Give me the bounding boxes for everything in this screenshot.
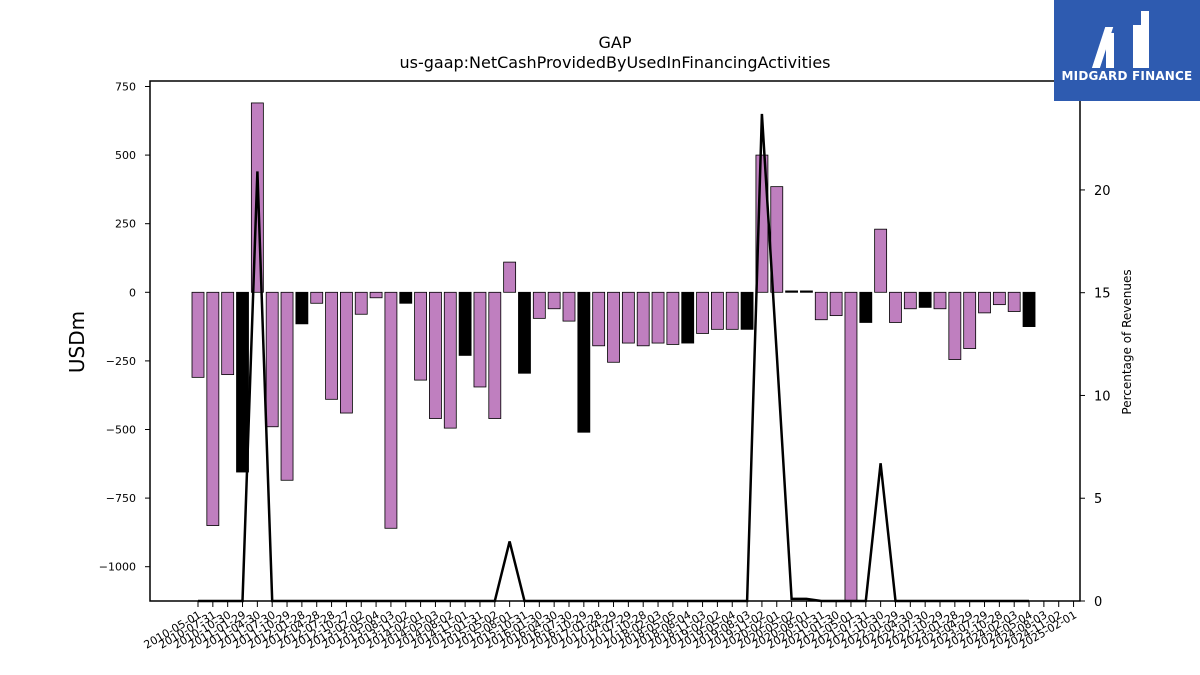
y2-tick-label: 15 [1094,287,1111,302]
bar [592,291,606,347]
bar [800,290,813,293]
bar [473,291,487,388]
y-tick-label: 500 [115,149,136,162]
bar [933,291,947,310]
bar [874,228,888,293]
y-axis-label: USDm [65,311,89,373]
bar [310,291,324,304]
bar [814,291,828,321]
bar [859,291,873,323]
bar [399,291,413,304]
bar [221,291,235,376]
chart-subtitle: us-gaap:NetCashProvidedByUsedInFinancing… [399,53,830,72]
bar [414,291,428,381]
bar [384,291,398,529]
bar [696,291,709,334]
bar [1022,291,1036,327]
bar [607,291,620,363]
bar [978,291,991,314]
bars-layer [191,102,1036,602]
axes-layer: 7505002500−250−500−750−10000510152025201… [99,80,1111,652]
bar [339,291,353,414]
y2-tick-label: 5 [1094,492,1102,507]
y-tick-label: −500 [106,423,136,436]
bar [443,291,457,429]
bar [503,261,517,293]
bar [963,291,977,349]
bar [265,291,279,428]
bar [236,291,249,473]
bar [547,291,561,310]
bar [354,291,368,315]
bar [206,291,220,526]
bar [621,291,635,344]
chart-title: GAP [599,33,632,52]
bar [918,291,932,308]
brand-logo: MIDGARD FINANCE [1054,0,1200,101]
bar [369,291,383,299]
bar [532,291,546,319]
bar [740,291,754,330]
bar [577,291,591,433]
bar [725,291,739,330]
bar [844,291,858,602]
bar [518,291,531,374]
bar [1007,291,1021,312]
bar [666,291,680,345]
y-tick-label: 0 [129,286,136,299]
y-tick-label: 250 [115,218,136,231]
bar [829,291,843,317]
bar [636,291,650,347]
bar [992,291,1006,306]
plot-frame [149,80,1081,602]
bar [889,291,902,323]
bar [295,291,309,325]
bar [681,291,695,344]
y-tick-label: −1000 [99,561,136,574]
logo-mark-icon [1091,11,1149,68]
bar [948,291,962,360]
bar [903,291,917,310]
y2-tick-label: 20 [1094,184,1111,199]
bar [191,291,205,378]
y2-tick-label: 0 [1094,595,1102,610]
bar [562,291,576,322]
y-tick-label: −250 [106,355,136,368]
bar [458,291,472,356]
bar [280,291,294,481]
bar [429,291,442,419]
bar [488,291,502,419]
y-tick-label: 750 [115,80,136,93]
bar [651,291,665,344]
logo-text: MIDGARD FINANCE [1061,69,1193,83]
y2-tick-label: 10 [1094,389,1111,404]
bar [785,290,798,293]
bar [711,291,724,330]
bar [325,291,338,400]
y-tick-label: −750 [106,492,136,505]
y2-axis-label: Percentage of Revenues [1120,269,1134,414]
